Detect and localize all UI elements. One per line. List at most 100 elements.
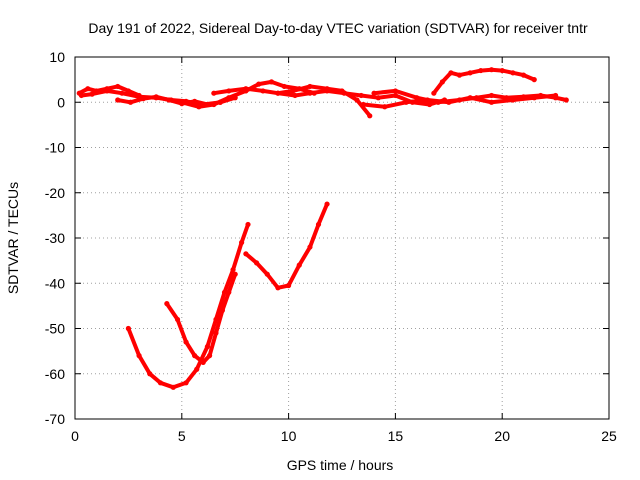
- y-tick-label: -50: [45, 321, 65, 337]
- x-tick-label: 25: [601, 428, 617, 444]
- point-arc-11: [183, 339, 189, 345]
- point-arc-10: [136, 353, 142, 359]
- point-arc-12: [315, 221, 322, 228]
- point-arc-8: [360, 101, 366, 108]
- x-tick-label: 15: [388, 428, 404, 444]
- point-arc-8: [424, 97, 431, 103]
- grid: [75, 57, 609, 419]
- point-arc-2: [78, 92, 85, 99]
- point-arc-11: [164, 301, 170, 307]
- point-arc-12: [275, 285, 281, 291]
- point-arc-12: [264, 271, 270, 277]
- point-arc-5: [226, 88, 232, 94]
- point-arc-7: [371, 90, 377, 96]
- point-arc-10: [245, 221, 251, 228]
- point-arc-6: [341, 90, 347, 96]
- y-tick-label: -40: [45, 275, 65, 291]
- point-arc-5: [367, 113, 373, 119]
- point-arc-10: [221, 289, 228, 295]
- x-tick-label: 0: [71, 428, 79, 444]
- series-arc-12: [243, 202, 329, 290]
- point-arc-9: [456, 72, 463, 78]
- point-arc-10: [183, 380, 189, 386]
- data-series: [76, 67, 569, 390]
- point-arc-1: [115, 83, 121, 90]
- point-arc-2: [119, 90, 125, 96]
- point-arc-10: [239, 239, 245, 246]
- point-arc-2: [89, 91, 95, 97]
- point-arc-6: [392, 92, 398, 99]
- point-arc-10: [194, 366, 200, 372]
- point-arc-6: [324, 88, 330, 94]
- point-arc-4: [268, 79, 275, 85]
- point-arc-8: [403, 99, 409, 105]
- point-arc-5: [354, 97, 360, 103]
- series-arc-4: [179, 79, 317, 109]
- y-tick-label: 0: [57, 94, 65, 110]
- y-tick-label: -30: [45, 230, 65, 246]
- x-tick-label: 5: [178, 428, 186, 444]
- point-arc-4: [281, 83, 287, 90]
- point-arc-10: [230, 267, 236, 273]
- point-arc-10: [147, 371, 153, 377]
- axes: 0 5 10 15 20 25 10 0 -10 -20 -30 -40 -50 -60 -70: [45, 49, 617, 444]
- point-arc-3: [140, 96, 146, 102]
- point-arc-3: [115, 97, 121, 103]
- point-arc-9: [510, 70, 516, 76]
- chart-title: Day 191 of 2022, Sidereal Day-to-day VTE…: [88, 20, 588, 36]
- point-arc-6: [358, 92, 364, 99]
- point-arc-9: [531, 77, 537, 83]
- point-arc-8: [467, 95, 473, 101]
- series-arc-8: [361, 93, 558, 109]
- point-arc-11: [200, 359, 206, 366]
- point-arc-10: [204, 344, 211, 350]
- point-arc-6: [307, 90, 313, 96]
- point-arc-9: [478, 67, 484, 74]
- x-axis-label: GPS time / hours: [287, 457, 394, 473]
- point-arc-4: [226, 95, 232, 101]
- y-tick-label: -60: [45, 366, 65, 382]
- point-arc-9: [448, 70, 454, 76]
- point-arc-8: [553, 92, 559, 99]
- point-arc-9: [439, 79, 445, 85]
- point-arc-5: [307, 83, 313, 90]
- point-arc-12: [296, 262, 302, 268]
- point-arc-6: [292, 92, 298, 99]
- point-arc-5: [260, 88, 266, 94]
- point-arc-5: [211, 90, 217, 96]
- point-arc-11: [206, 353, 213, 359]
- point-arc-9: [488, 67, 495, 73]
- y-tick-label: -10: [45, 140, 65, 156]
- point-arc-1: [85, 86, 91, 92]
- point-arc-2: [104, 88, 110, 94]
- point-arc-10: [157, 380, 164, 386]
- y-tick-label: -20: [45, 185, 65, 201]
- point-arc-9: [467, 70, 473, 76]
- point-arc-10: [125, 325, 131, 332]
- point-arc-5: [290, 88, 296, 94]
- point-arc-8: [510, 97, 516, 103]
- y-axis-label: SDTVAR / TECUs: [5, 182, 21, 294]
- point-arc-10: [170, 384, 176, 390]
- point-arc-7: [563, 97, 569, 103]
- point-arc-3: [153, 94, 159, 100]
- point-arc-12: [286, 282, 292, 289]
- point-arc-4: [196, 104, 202, 110]
- point-arc-11: [232, 271, 238, 277]
- y-tick-label: -70: [45, 411, 65, 427]
- point-arc-7: [488, 92, 495, 99]
- point-arc-6: [375, 95, 381, 101]
- point-arc-8: [446, 99, 452, 105]
- point-arc-5: [243, 86, 249, 92]
- point-arc-6: [275, 90, 281, 96]
- point-arc-3: [127, 99, 134, 105]
- point-arc-9: [431, 90, 437, 96]
- point-arc-4: [256, 81, 262, 87]
- point-arc-11: [213, 330, 219, 336]
- point-arc-8: [531, 95, 537, 101]
- point-arc-12: [307, 244, 313, 250]
- point-arc-6: [426, 101, 433, 108]
- point-arc-11: [174, 316, 181, 323]
- x-tick-label: 10: [281, 428, 297, 444]
